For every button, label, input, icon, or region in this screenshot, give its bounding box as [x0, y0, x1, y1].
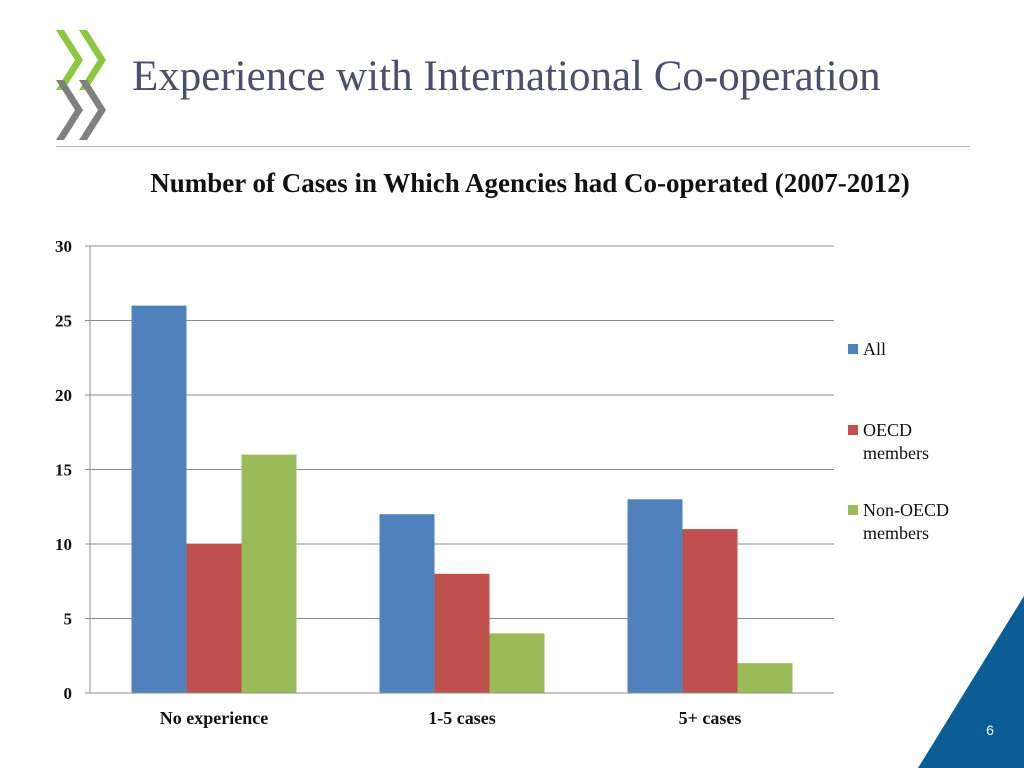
- bar: [737, 663, 793, 693]
- bar: [627, 499, 683, 693]
- page-number: 6: [986, 722, 994, 738]
- bar-chart: 0 5 10 15 20 25 30 No experience 1-5 cases 5+ cas…: [55, 237, 949, 728]
- chart-title: Number of Cases in Which Agencies had Co…: [150, 168, 910, 198]
- legend-label: Non-OECD: [863, 500, 949, 520]
- legend-label: All: [863, 339, 886, 359]
- legend-swatch: [848, 425, 858, 435]
- y-tick-label: 25: [55, 312, 72, 331]
- bar: [241, 454, 297, 693]
- logo-chevron-grey-2: [79, 80, 106, 140]
- oecd-logo-icon: [56, 30, 106, 140]
- x-tick-label: 1-5 cases: [428, 708, 495, 728]
- logo-chevron-grey-1: [56, 80, 83, 140]
- legend-swatch: [848, 505, 858, 515]
- legend-label: members: [863, 443, 929, 463]
- slide-title: Experience with International Co-operati…: [132, 53, 881, 100]
- legend-swatch: [848, 344, 858, 354]
- logo-chevron-green-2: [79, 30, 106, 90]
- logo-chevron-green-1: [56, 30, 83, 90]
- x-tick-label: 5+ cases: [679, 708, 742, 728]
- y-tick-label: 0: [64, 684, 73, 703]
- bar: [379, 514, 435, 693]
- y-tick-label: 15: [55, 461, 72, 480]
- y-tick-label: 5: [64, 610, 73, 629]
- legend-label: OECD: [863, 420, 912, 440]
- bar: [682, 529, 738, 693]
- title-divider: [56, 146, 970, 147]
- legend-label: members: [863, 523, 929, 543]
- bar: [186, 544, 242, 693]
- bar: [131, 305, 187, 693]
- y-tick-label: 30: [55, 237, 72, 256]
- x-tick-label: No experience: [160, 708, 268, 728]
- bar: [434, 573, 490, 693]
- y-tick-label: 10: [55, 535, 72, 554]
- y-tick-label: 20: [55, 386, 72, 405]
- bar: [489, 633, 545, 693]
